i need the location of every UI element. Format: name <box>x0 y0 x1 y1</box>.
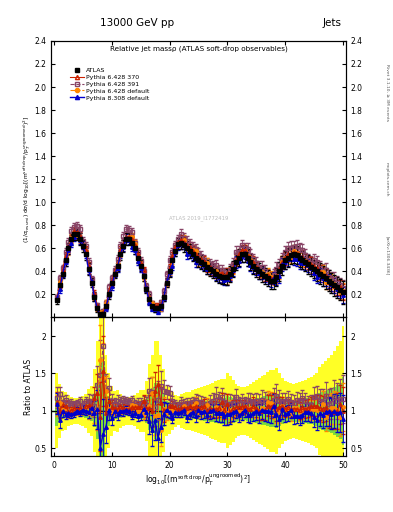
Text: [arXiv:1306.3436]: [arXiv:1306.3436] <box>385 237 389 275</box>
Y-axis label: $(1/\sigma_{\mathrm{resumi}})$ d$\sigma$/d log$_{10}$[(m$^{\mathrm{soft\ drop}}$: $(1/\sigma_{\mathrm{resumi}})$ d$\sigma$… <box>21 116 33 243</box>
Text: Jets: Jets <box>323 18 342 28</box>
Text: 13000 GeV pp: 13000 GeV pp <box>101 18 174 28</box>
Text: ATLAS 2019_I1772419: ATLAS 2019_I1772419 <box>169 215 228 221</box>
Text: mcplots.cern.ch: mcplots.cern.ch <box>385 162 389 197</box>
Y-axis label: Ratio to ATLAS: Ratio to ATLAS <box>24 358 33 415</box>
Text: Relative jet massρ (ATLAS soft-drop observables): Relative jet massρ (ATLAS soft-drop obse… <box>110 45 287 52</box>
X-axis label: log$_{10}$[(m$^{\mathrm{soft\ drop}}$/p$_{T}^{\mathrm{ungroomed}}$)$^{2}$]: log$_{10}$[(m$^{\mathrm{soft\ drop}}$/p$… <box>145 472 252 488</box>
Legend: ATLAS, Pythia 6.428 370, Pythia 6.428 391, Pythia 6.428 default, Pythia 8.308 de: ATLAS, Pythia 6.428 370, Pythia 6.428 39… <box>69 66 151 102</box>
Text: Rivet 3.1.10, ≥ 3M events: Rivet 3.1.10, ≥ 3M events <box>385 63 389 121</box>
